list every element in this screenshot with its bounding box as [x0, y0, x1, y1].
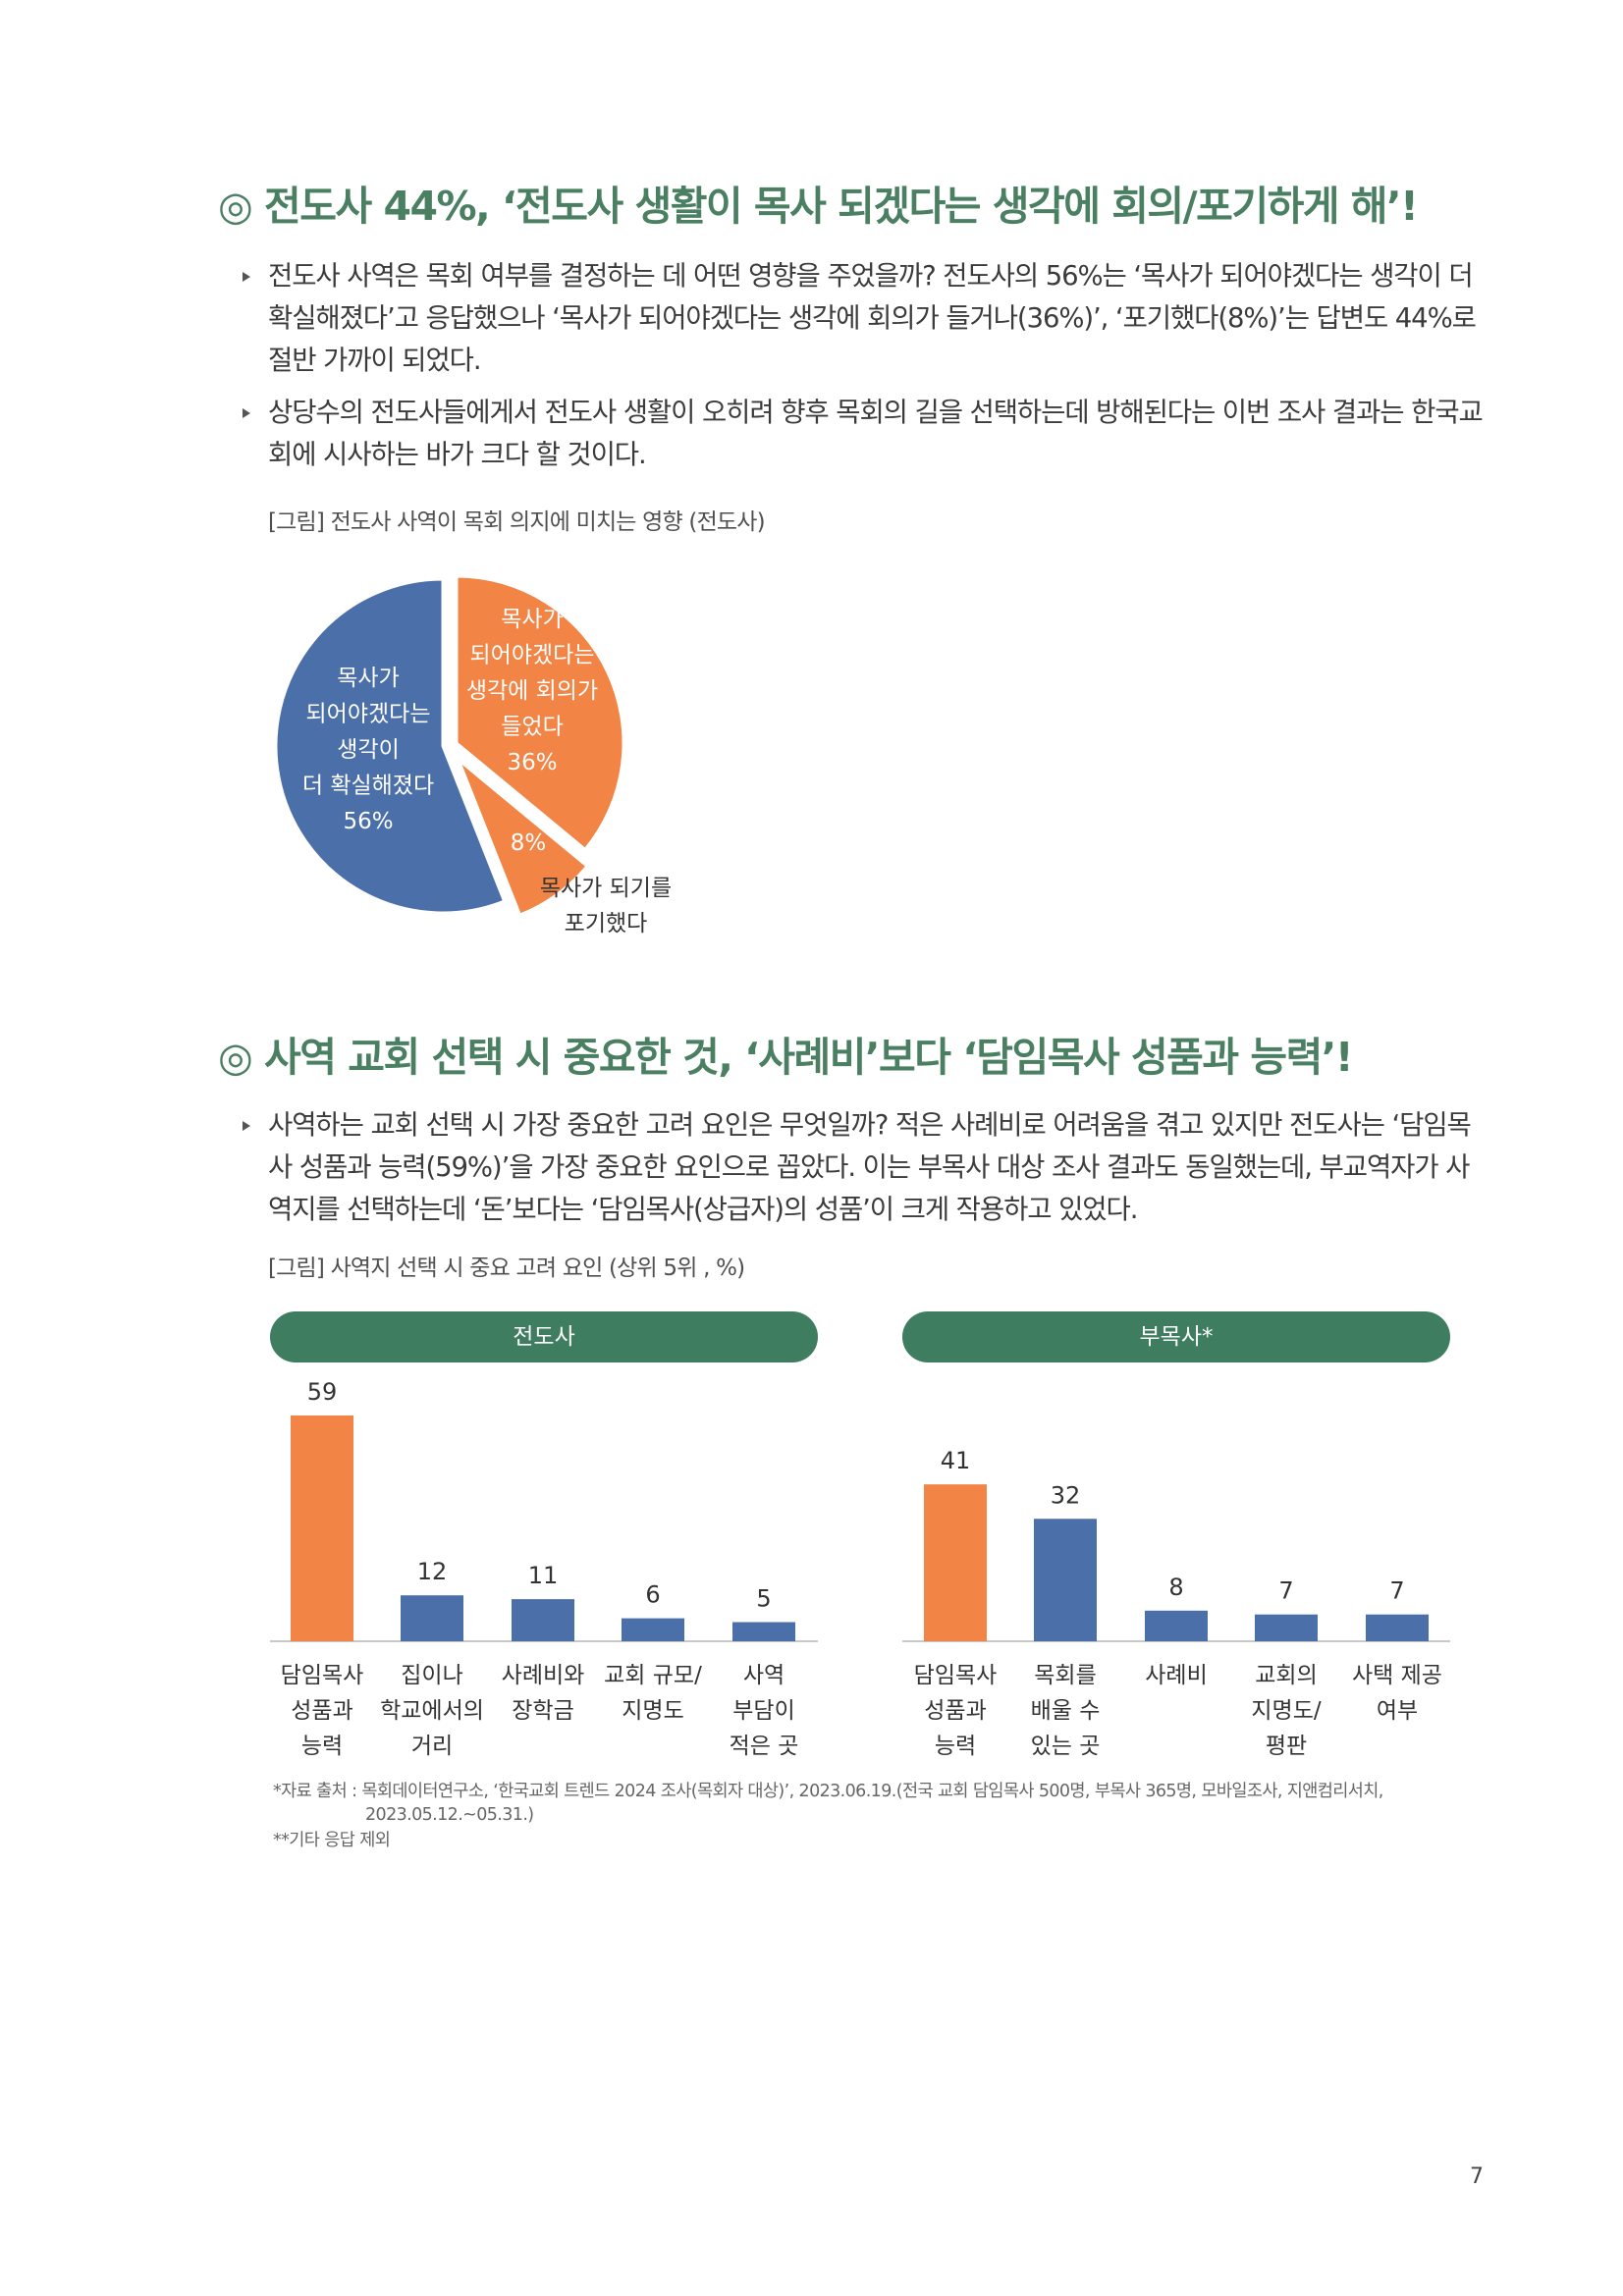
bar-right-2 — [1034, 1519, 1097, 1641]
bar-right-3 — [1145, 1610, 1208, 1641]
footnote-source: *자료 출처 : 목회데이터연구소, ‘한국교회 트렌드 2024 조사(목회자… — [273, 1782, 1383, 1801]
bar-value-left-1: 59 — [307, 1378, 338, 1406]
bar-left-5 — [732, 1622, 795, 1641]
bar-left-2 — [401, 1595, 463, 1641]
bar-value-right-5: 7 — [1389, 1577, 1404, 1605]
bar-value-right-2: 32 — [1051, 1481, 1081, 1509]
section2-heading: ◎ 사역 교회 선택 시 중요한 것, ‘사례비’보다 ‘담임목사 성품과 능력… — [218, 1034, 1354, 1081]
bar-category-left-5: 사역 부담이 적은 곳 — [730, 1663, 799, 1759]
bar-category-left-2: 집이나 학교에서의 거리 — [380, 1663, 484, 1759]
bar-value-left-4: 6 — [645, 1581, 660, 1609]
section2-bullet-1: 사역하는 교회 선택 시 가장 중요한 고려 요인은 무엇일까? 적은 사례비로… — [241, 1104, 1483, 1231]
section1-bullets: 전도사 사역은 목회 여부를 결정하는 데 어떤 영향을 주었을까? 전도사의 … — [241, 255, 1484, 486]
bar-category-right-3: 사례비 — [1145, 1663, 1207, 1688]
section1-heading: ◎ 전도사 44%, ‘전도사 생활이 목사 되겠다는 생각에 회의/포기하게 … — [218, 183, 1419, 230]
bar-charts: 59 담임목사 성품과 능력 12 집이나 학교에서의 거리 11 사례비와 장학금 6 교회 규모/지… — [270, 1378, 1450, 1759]
section1-bullet-1: 전도사 사역은 목회 여부를 결정하는 데 어떤 영향을 주었을까? 전도사의 … — [241, 255, 1483, 382]
pie-slice-1 — [274, 577, 507, 915]
bar-category-right-5: 사택 제공 여부 — [1352, 1663, 1442, 1724]
chart-pill-bumoksa: 부목사* — [902, 1311, 1450, 1362]
pie-slice-3 — [457, 758, 590, 918]
pie-caption: [그림] 전도사 사역이 목회 의지에 미치는 영향 (전도사) — [268, 509, 766, 535]
bar-left-1 — [291, 1415, 353, 1641]
pie-label-gaveup-value: 8% — [511, 830, 547, 856]
chart-pill-jeondosa: 전도사 — [270, 1311, 818, 1362]
bar-category-left-3: 사례비와 장학금 — [502, 1663, 585, 1724]
bar-category-right-1: 담임목사 성품과 능력 — [914, 1663, 998, 1759]
bar-value-right-3: 8 — [1168, 1574, 1183, 1601]
footnote-exclusion: **기타 응답 제외 — [273, 1831, 391, 1850]
bar-value-left-2: 12 — [417, 1558, 448, 1585]
pie-label-doubt: 목사가 되어야겠다는 생각에 회의가 들었다 36% — [466, 607, 598, 775]
bar-category-left-1: 담임목사 성품과 능력 — [281, 1663, 364, 1759]
bar-left-4 — [622, 1618, 684, 1641]
bar-value-left-5: 5 — [756, 1585, 771, 1613]
bar-value-left-3: 11 — [528, 1562, 559, 1589]
bar-right-5 — [1366, 1614, 1429, 1641]
footnote-source-cont: 2023.05.12.~05.31.) — [365, 1805, 534, 1825]
bar-value-right-1: 41 — [941, 1447, 971, 1474]
section2-bullets: 사역하는 교회 선택 시 가장 중요한 고려 요인은 무엇일까? 적은 사례비로… — [241, 1104, 1483, 1241]
section1-bullet-2: 상당수의 전도사들에게서 전도사 생활이 오히려 향후 목회의 길을 선택하는데… — [241, 392, 1484, 476]
pie-label-gaveup: 목사가 되기를 포기했다 — [540, 876, 672, 936]
bar-caption: [그림] 사역지 선택 시 중요 고려 요인 (상위 5위 , %) — [268, 1255, 745, 1281]
bar-category-left-4: 교회 규모/지명도 — [604, 1663, 702, 1724]
bar-value-right-4: 7 — [1278, 1577, 1293, 1605]
bar-right-1 — [924, 1484, 987, 1641]
pie-slice-2 — [455, 574, 625, 852]
pie-label-certain: 목사가 되어야겠다는 생각이 더 확실해졌다 56% — [302, 666, 434, 834]
pie-chart: 목사가 되어야겠다는 생각이 더 확실해졌다 56%목사가 되어야겠다는 생각에 회의가 들었… — [274, 574, 672, 936]
bar-right-4 — [1255, 1614, 1318, 1641]
page-number: 7 — [1470, 2164, 1484, 2189]
bar-left-3 — [512, 1599, 574, 1641]
bar-category-right-2: 목회를 배울 수 있는 곳 — [1031, 1663, 1101, 1759]
bar-category-right-4: 교회의 지명도/평판 — [1251, 1663, 1321, 1759]
